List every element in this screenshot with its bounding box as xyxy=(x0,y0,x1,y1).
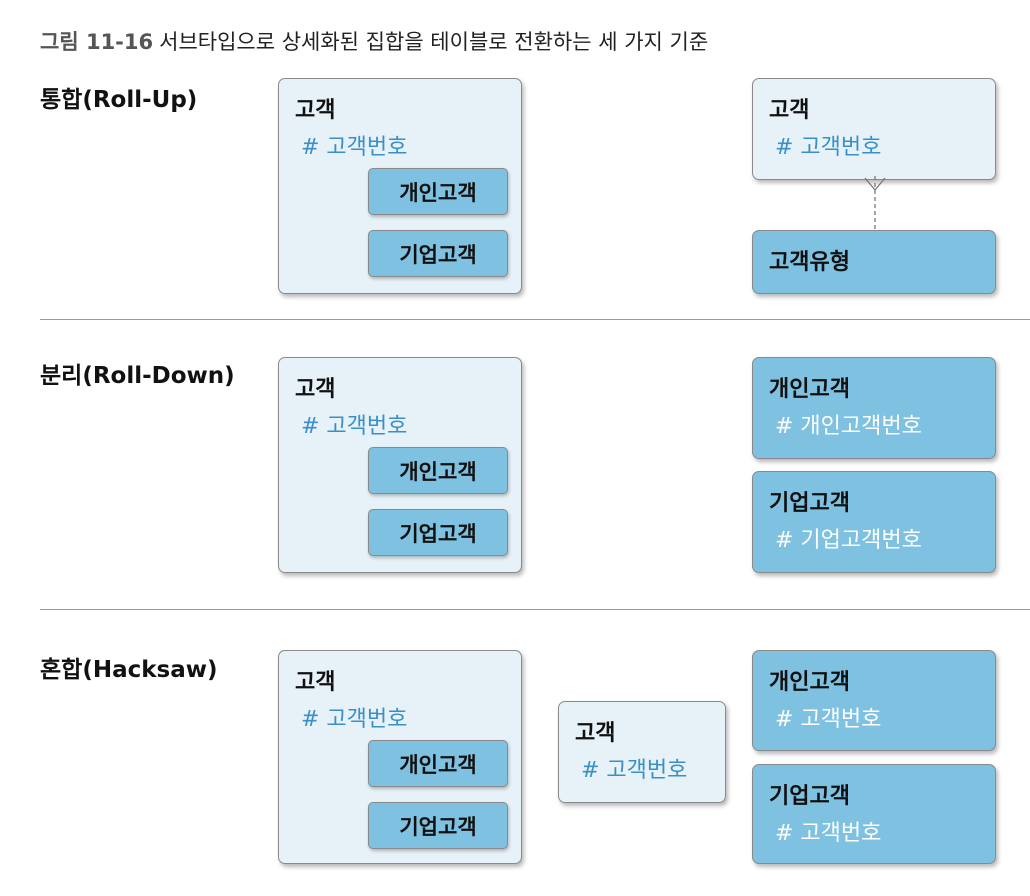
subtype-corporate: 기업고객 xyxy=(368,802,508,849)
section-label-hacksaw: 혼합(Hacksaw) xyxy=(40,657,218,683)
subtype-individual: 개인고객 xyxy=(368,168,508,215)
entity-name: 기업고객 xyxy=(769,491,850,516)
entity-key: # 기업고객번호 xyxy=(775,528,922,553)
crows-foot-relationship xyxy=(864,176,886,232)
subtype-corporate: 기업고객 xyxy=(368,509,508,556)
section-divider xyxy=(40,609,1030,610)
entity-name: 개인고객 xyxy=(769,377,850,402)
entity-key: # 고객번호 xyxy=(301,707,408,732)
entity-name: 고객 xyxy=(295,670,336,695)
hacksaw-corporate-table: 기업고객 # 고객번호 xyxy=(752,764,996,864)
entity-key: # 고객번호 xyxy=(775,821,882,846)
subtype-corporate: 기업고객 xyxy=(368,230,508,277)
hacksaw-individual-table: 개인고객 # 고객번호 xyxy=(752,650,996,751)
entity-name: 기업고객 xyxy=(769,784,850,809)
entity-key: # 고객번호 xyxy=(581,758,688,783)
section-divider xyxy=(40,319,1030,320)
entity-key: # 개인고객번호 xyxy=(775,414,922,439)
entity-name: 고객 xyxy=(575,721,616,746)
entity-key: # 고객번호 xyxy=(301,414,408,439)
rollup-customer-table: 고객 # 고객번호 xyxy=(752,78,996,180)
entity-key: # 고객번호 xyxy=(775,135,882,160)
rolldown-corporate-table: 기업고객 # 기업고객번호 xyxy=(752,471,996,573)
entity-key: # 고객번호 xyxy=(301,135,408,160)
entity-name: 고객 xyxy=(769,98,810,123)
figure-caption: 그림 11-16 서브타입으로 상세화된 집합을 테이블로 전환하는 세 가지 기… xyxy=(40,26,708,56)
section-label-rolldown: 분리(Roll-Down) xyxy=(40,363,235,389)
figure-title: 서브타입으로 상세화된 집합을 테이블로 전환하는 세 가지 기준 xyxy=(159,30,709,54)
subtype-individual: 개인고객 xyxy=(368,447,508,494)
rollup-customer-type-table: 고객유형 xyxy=(752,230,996,294)
entity-key: # 고객번호 xyxy=(775,707,882,732)
rolldown-supertype-entity: 고객 # 고객번호 개인고객 기업고객 xyxy=(278,357,522,573)
rollup-supertype-entity: 고객 # 고객번호 개인고객 기업고객 xyxy=(278,78,522,294)
rolldown-individual-table: 개인고객 # 개인고객번호 xyxy=(752,357,996,459)
figure-number: 그림 11-16 xyxy=(40,30,154,54)
entity-name: 고객유형 xyxy=(769,250,850,275)
subtype-individual: 개인고객 xyxy=(368,740,508,787)
entity-name: 개인고객 xyxy=(769,670,850,695)
section-label-rollup: 통합(Roll-Up) xyxy=(40,87,198,113)
entity-name: 고객 xyxy=(295,98,336,123)
hacksaw-customer-table: 고객 # 고객번호 xyxy=(558,701,726,803)
entity-name: 고객 xyxy=(295,377,336,402)
hacksaw-supertype-entity: 고객 # 고객번호 개인고객 기업고객 xyxy=(278,650,522,864)
